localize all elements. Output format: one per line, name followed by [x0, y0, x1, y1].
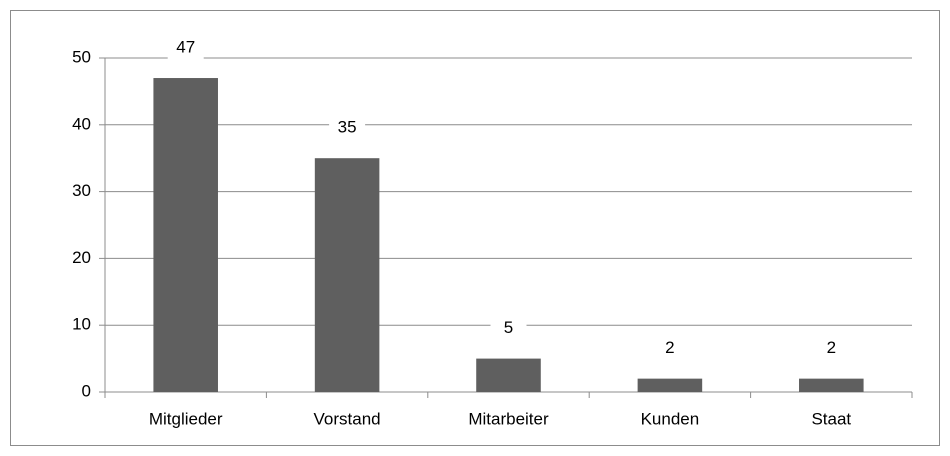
y-tick-label: 30 [72, 181, 91, 200]
x-tick-label: Mitglieder [149, 409, 223, 428]
bar [153, 78, 218, 392]
data-label: 5 [504, 318, 513, 337]
data-label-bg [813, 337, 850, 360]
x-tick-label: Kunden [641, 409, 700, 428]
x-tick-label: Vorstand [314, 409, 381, 428]
data-label: 2 [665, 338, 674, 357]
data-label-bg [167, 37, 204, 60]
data-label-bg [329, 117, 366, 140]
bar [799, 378, 864, 392]
data-label: 2 [827, 338, 836, 357]
y-tick-label: 0 [82, 381, 91, 400]
y-tick-label: 50 [72, 47, 91, 66]
x-tick-label: Staat [811, 409, 851, 428]
data-label-bg [490, 317, 527, 340]
data-label: 47 [176, 38, 195, 57]
bar [314, 158, 380, 392]
data-label: 35 [338, 118, 357, 137]
bar [637, 378, 703, 392]
bar [476, 358, 541, 392]
y-tick-label: 20 [72, 248, 91, 267]
data-label-bg [651, 337, 688, 360]
y-tick-label: 10 [72, 315, 91, 334]
x-tick-label: Mitarbeiter [468, 409, 549, 428]
y-tick-label: 40 [72, 114, 91, 133]
